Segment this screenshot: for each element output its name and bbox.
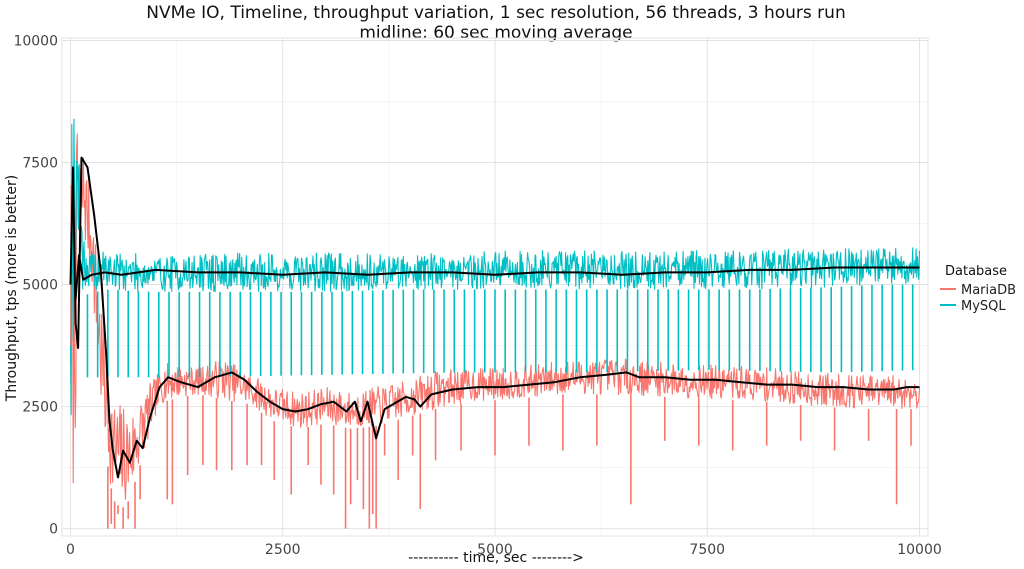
x-tick-label: 10000	[897, 542, 942, 558]
x-tick-label: 5000	[477, 542, 513, 558]
y-tick-label: 7500	[22, 156, 58, 172]
y-tick-label: 0	[49, 522, 58, 538]
legend-title: Database	[945, 264, 1007, 279]
chart-title: NVMe IO, Timeline, throughput variation,…	[146, 3, 845, 23]
legend-label-mysql: MySQL	[961, 299, 1006, 314]
y-tick-label: 10000	[13, 33, 58, 49]
x-tick-label: 2500	[265, 542, 301, 558]
series-mariadb	[69, 133, 921, 529]
y-tick-label: 5000	[22, 278, 58, 294]
y-axis-label: Throughput, tps (more is better)	[4, 175, 20, 402]
x-axis-ticks: 0 2500 5000 7500 10000	[66, 542, 942, 558]
mariadb-moving-average	[69, 156, 920, 479]
series-layer	[69, 118, 921, 529]
y-tick-label: 2500	[22, 400, 58, 416]
mariadb-trace	[69, 133, 921, 500]
grid-lines	[62, 38, 928, 536]
moving-average-layer	[69, 156, 920, 479]
mysql-trace	[69, 118, 921, 416]
legend-label-mariadb: MariaDB	[961, 283, 1016, 298]
x-axis-label: ---------- time, sec -------->	[408, 550, 584, 566]
mysql-moving-average	[74, 254, 920, 300]
legend: Database MariaDB MySQL	[940, 264, 1016, 314]
x-tick-label: 0	[66, 542, 75, 558]
x-tick-label: 7500	[689, 542, 725, 558]
y-axis-ticks: 0 2500 5000 7500 10000	[13, 33, 58, 537]
series-mysql	[69, 118, 921, 416]
